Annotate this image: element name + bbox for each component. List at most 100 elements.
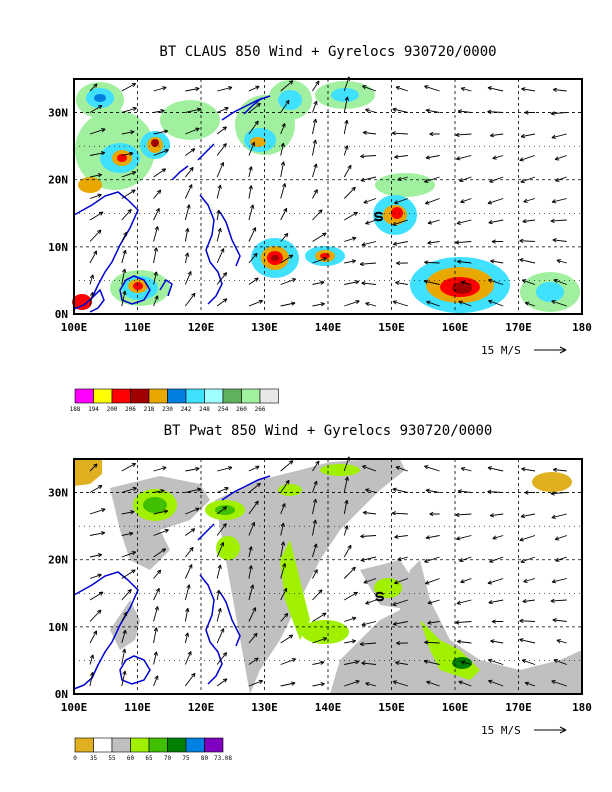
wind-arrow [216,126,228,135]
wind-arrow [216,184,222,199]
wind-arrow [280,183,287,199]
lon-tick-label: 120E [188,321,215,334]
wind-arrow [184,252,190,264]
wind-arrow [121,629,127,644]
wind-arrow [312,232,327,242]
bottom-vector-scale-label: 15 M/S [481,724,521,737]
wind-arrow [153,207,160,221]
wind-arrow [343,145,349,156]
wind-arrow [89,609,102,622]
wind-arrow [312,189,318,199]
wind-arrow [392,621,408,626]
wind-arrow [425,535,440,540]
colorbar-swatch [204,388,224,404]
wind-arrow [395,280,408,286]
wind-arrow [396,640,408,646]
wind-arrow [216,248,225,264]
wind-arrow [550,491,567,496]
wind-arrow [121,231,128,242]
wind-arrow [492,535,504,540]
wind-arrow [459,556,472,563]
wind-arrow [280,278,297,285]
wind-arrow [121,249,127,264]
wind-arrow [522,599,536,604]
wind-arrow [185,528,196,536]
colorbar-swatch [74,388,94,404]
wind-arrow [216,143,227,156]
colorbar-swatch [185,737,205,753]
wind-arrow [487,489,504,494]
wind-arrow [280,541,286,558]
bottom-lon-labels: 100E 110E 120E 130E 140E 150E 160E 170E 180 [61,701,592,714]
wind-arrow [185,127,200,135]
wind-arrow [392,680,408,687]
colorbar-label: 80 [201,755,209,762]
wind-arrow [394,198,408,205]
bottom-wind-vectors [89,456,567,687]
lon-tick-label: 170E [505,321,532,334]
wind-arrow [359,641,377,647]
colorbar-label: 242 [181,406,192,413]
cyclone-icon: ട [374,586,384,605]
lat-tick-label: 0N [55,688,68,701]
wind-arrow [153,488,165,494]
wind-arrow [395,465,408,472]
colorbar-label: 260 [236,406,247,413]
wind-arrow [344,679,360,687]
wind-arrow [153,129,169,135]
wind-arrow [456,535,472,541]
wind-arrow [216,506,228,515]
wind-arrow [425,108,440,113]
lon-tick-label: 160E [442,701,469,714]
colorbar-label: 65 [145,755,153,762]
wind-arrow [552,467,567,472]
wind-arrow [426,300,440,307]
lon-tick-label: 130E [251,321,278,334]
wind-arrow [424,85,440,92]
wind-arrow [216,678,228,687]
wind-arrow [121,510,135,515]
colorbar-swatch [148,388,168,404]
wind-arrow [280,658,297,665]
wind-arrow [423,659,440,665]
colorbar-label: 0 [73,755,77,762]
wind-arrow [343,566,356,579]
wind-arrow [121,648,127,665]
wind-arrow [89,531,106,536]
wind-arrow [248,565,253,579]
bottom-pwat-fill [74,459,582,694]
wind-arrow [248,120,259,135]
wind-arrow [184,166,194,178]
wind-arrow [248,185,253,199]
wind-arrow [312,480,318,493]
wind-arrow [460,86,472,92]
wind-arrow [248,465,260,472]
wind-arrow [360,556,377,562]
wind-arrow [344,299,360,307]
wind-arrow [280,232,289,242]
wind-arrow [153,189,162,199]
top-map-title: BT CLAUS 850 Wind + Gyrelocs 930720/0000 [159,44,496,60]
wind-arrow [216,523,227,536]
colorbar-label: 55 [108,755,116,762]
wind-arrow [89,591,104,601]
wind-arrow [184,204,191,221]
wind-arrow [89,553,103,558]
wind-arrow [248,657,259,665]
colorbar-swatch [93,388,113,404]
colorbar-label: 266 [255,406,266,413]
top-cloud-fill [72,80,580,313]
wind-arrow [121,151,134,156]
wind-arrow [184,584,191,601]
colorbar-swatch [259,388,279,404]
wind-arrow [363,198,377,204]
bottom-map-title: BT Pwat 850 Wind + Gyrelocs 930720/0000 [164,423,493,439]
colorbar-swatch [111,737,131,753]
wind-arrow [456,219,472,225]
lat-tick-label: 30N [48,107,68,120]
wind-arrow [89,508,106,515]
wind-arrow [427,240,440,245]
wind-arrow [519,238,535,243]
wind-arrow [521,279,536,285]
wind-arrow [488,299,504,307]
